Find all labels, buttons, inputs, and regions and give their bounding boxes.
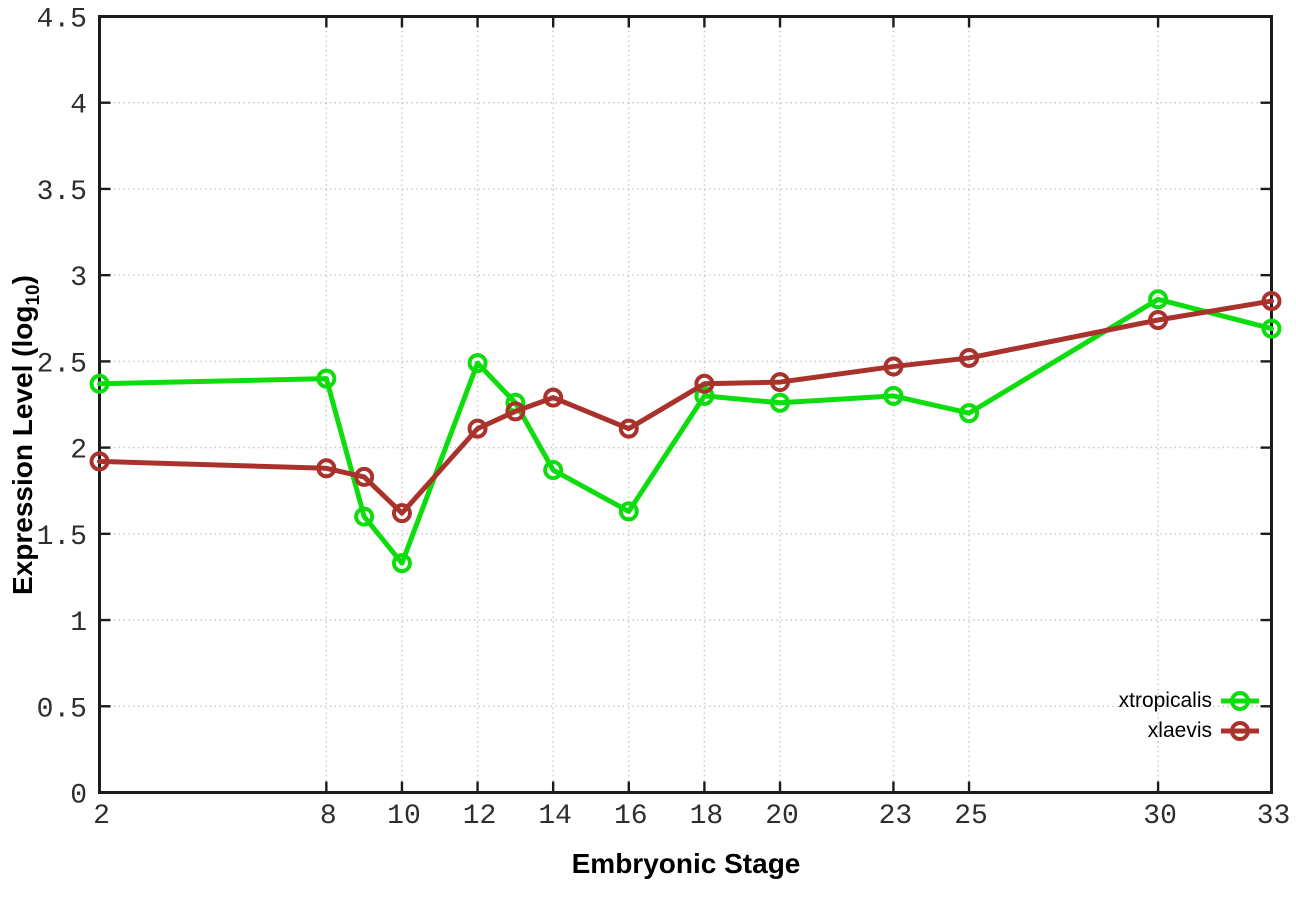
series-xlaevis-marker [618,418,639,439]
y-axis-title-subscript: 10 [22,284,44,306]
x-tick-label: 16 [614,801,648,832]
x-tick-label: 30 [1143,801,1177,832]
y-tick-label: 3 [70,263,87,294]
y-tick-label: 1 [70,608,87,639]
series-xtropicalis-marker [883,385,904,406]
series-xtropicalis-marker [391,553,412,574]
series-xlaevis-marker [694,373,715,394]
legend-sample-marker-xlaevis [1230,721,1250,741]
series-xtropicalis-marker [316,368,337,389]
series-xtropicalis-marker [1148,289,1169,310]
series-xlaevis-marker [543,387,564,408]
y-tick-label: 1.5 [37,522,87,553]
series-xlaevis-line [97,298,1274,516]
series-xtropicalis-marker [354,506,375,527]
series-xlaevis-marker [959,347,980,368]
series-xlaevis-marker [89,451,110,472]
y-tick-label: 2 [70,436,87,467]
series-xlaevis-marker [316,458,337,479]
legend-label-xtropicalis: xtropicalis [1118,689,1212,712]
series-xlaevis-marker [1261,291,1282,312]
y-axis-title-text: Expression Level (log [7,305,39,595]
x-tick-label: 2 [93,801,110,832]
y-tick-label: 2.5 [37,349,87,380]
series-xtropicalis-marker [543,460,564,481]
x-tick-label: 20 [765,801,799,832]
y-axis-title: Expression Level (log10) [7,275,45,595]
series-xtropicalis-marker [467,353,488,374]
plot-border [98,15,1273,794]
x-tick-label: 12 [463,801,497,832]
y-tick-label: 3.5 [37,177,87,208]
x-tick-label: 23 [879,801,913,832]
x-tick-label: 14 [538,801,572,832]
x-tick-label: 25 [954,801,988,832]
series-xtropicalis-marker [694,385,715,406]
series-xtropicalis-marker [770,392,791,413]
y-tick-label: 4.5 [37,5,87,36]
x-axis-title: Embryonic Stage [571,848,801,879]
x-tick-label: 10 [387,801,421,832]
series-xtropicalis-marker [89,373,110,394]
legend-sample-marker-xtropicalis [1230,691,1250,711]
series-xlaevis-marker [505,401,526,422]
x-tick-label: 8 [320,801,337,832]
series-xtropicalis-marker [618,501,639,522]
x-tick-label: 33 [1257,801,1291,832]
y-tick-label: 4 [70,91,87,122]
series-xtropicalis-marker [1261,318,1282,339]
series-xlaevis-marker [883,356,904,377]
series-xlaevis-marker [770,372,791,393]
legend-label-xlaevis: xlaevis [1147,719,1212,742]
series-xtropicalis-line [97,296,1274,566]
y-axis-title-suffix: ) [7,275,39,285]
series-xlaevis-marker [391,503,412,524]
series-xlaevis-marker [1148,310,1169,331]
series-xtropicalis-marker [959,403,980,424]
series-xlaevis-marker [467,418,488,439]
x-tick-label: 18 [690,801,724,832]
y-tick-label: 0.5 [37,694,87,725]
series-xlaevis-marker [354,466,375,487]
y-tick-label: 0 [70,781,87,812]
